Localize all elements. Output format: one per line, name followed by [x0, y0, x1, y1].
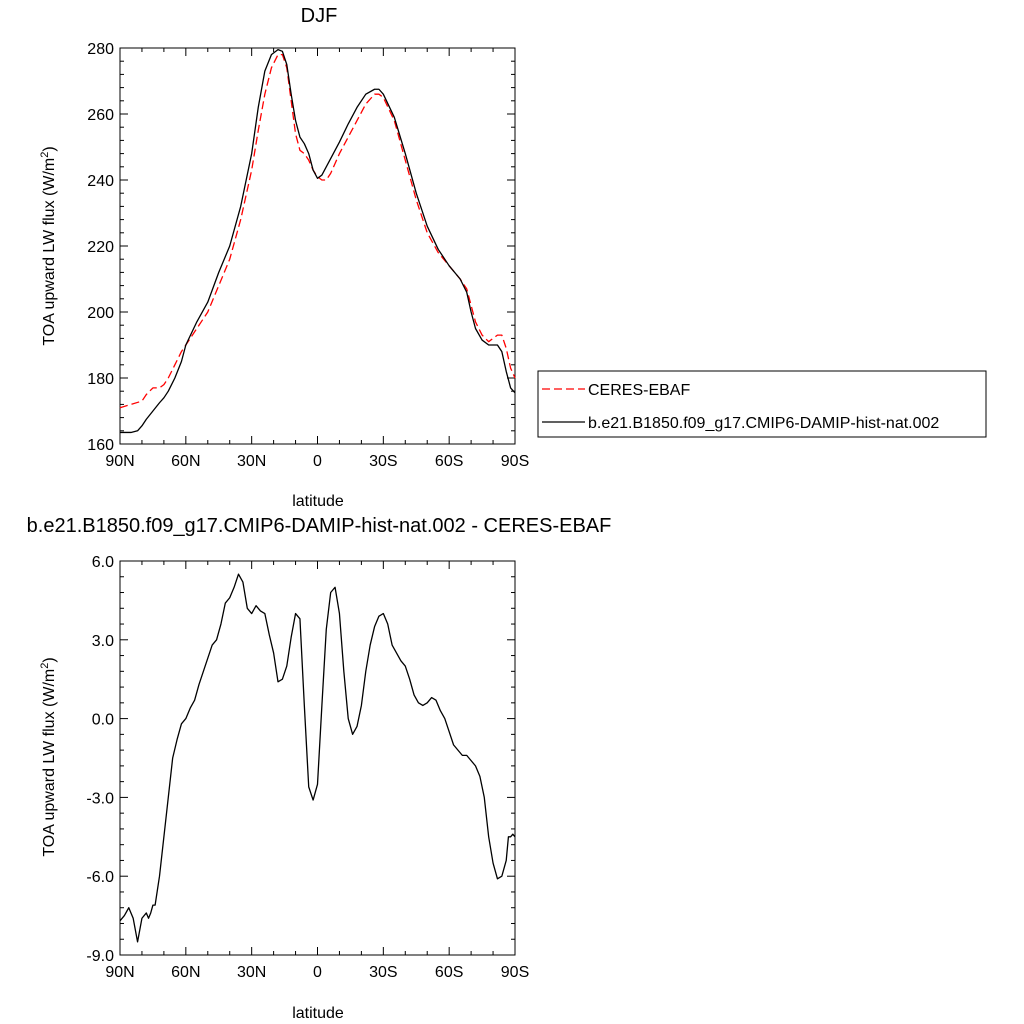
y-tick-label: 160: [87, 437, 114, 454]
series-line-model: [119, 573, 516, 943]
y-axis-label: TOA upward LW flux (W/m2): [39, 146, 58, 345]
y-tick-label: 0.0: [92, 712, 114, 729]
y-tick-label: 200: [87, 305, 114, 322]
x-tick-label: 90S: [501, 964, 529, 981]
plot-area: 90N 60N 30N 0 30S 60S 90S -9.0 -6.0 -3.0 0.0 3.0 6.0: [86, 554, 529, 981]
y-tick-label: -3.0: [86, 790, 114, 807]
x-tick-label: 90N: [105, 964, 134, 981]
plot-frame: [119, 560, 516, 956]
x-tick-label: 90S: [501, 453, 529, 470]
x-tick-label: 60S: [435, 453, 463, 470]
x-tick-label: 60S: [435, 964, 463, 981]
y-tick-label: 180: [87, 371, 114, 388]
y-tick-label: 220: [87, 239, 114, 256]
legend: CERES-EBAF b.e21.B1850.f09_g17.CMIP6-DAM…: [537, 370, 987, 438]
y-axis-label-superscript: 2: [39, 663, 51, 669]
y-tick-label: 260: [87, 107, 114, 124]
x-tick-label: 90N: [105, 453, 134, 470]
y-tick-label: -9.0: [86, 948, 114, 965]
plot-area: 90N 60N 30N 0 30S 60S 90S 160 180 200 220 240 260 280: [87, 41, 529, 470]
legend-label-obs: CERES-EBAF: [588, 382, 690, 399]
x-tick-label: 60N: [171, 453, 200, 470]
y-tick-label: 6.0: [92, 554, 114, 571]
y-tick-label: 3.0: [92, 633, 114, 650]
x-tick-label: 60N: [171, 964, 200, 981]
x-tick-label: 0: [313, 453, 322, 470]
chart-title: DJF: [301, 5, 338, 27]
y-axis-label-superscript: 2: [39, 152, 51, 158]
x-tick-label: 30N: [237, 964, 266, 981]
y-tick-label: 280: [87, 41, 114, 58]
x-tick-label: 30S: [369, 453, 397, 470]
top-panel: DJF 90N 60N 30N 0 30S 60S 90S 160 180 200 220 240 26…: [39, 5, 987, 510]
series-line-obs: [119, 53, 516, 409]
x-tick-label: 30N: [237, 453, 266, 470]
bottom-panel: b.e21.B1850.f09_g17.CMIP6-DAMIP-hist-nat…: [27, 515, 612, 1022]
series-line-model: [120, 49, 516, 434]
y-tick-label: 240: [87, 173, 114, 190]
y-tick-label: -6.0: [86, 869, 114, 886]
x-axis-label: latitude: [292, 493, 344, 510]
x-tick-label: 30S: [369, 964, 397, 981]
plot-frame: [119, 47, 516, 445]
legend-frame: [537, 370, 987, 438]
y-axis-label: TOA upward LW flux (W/m2): [39, 657, 58, 856]
x-tick-label: 0: [313, 964, 322, 981]
chart-title: b.e21.B1850.f09_g17.CMIP6-DAMIP-hist-nat…: [27, 515, 612, 537]
x-axis-label: latitude: [292, 1005, 344, 1022]
legend-label-model: b.e21.B1850.f09_g17.CMIP6-DAMIP-hist-nat…: [588, 415, 939, 432]
